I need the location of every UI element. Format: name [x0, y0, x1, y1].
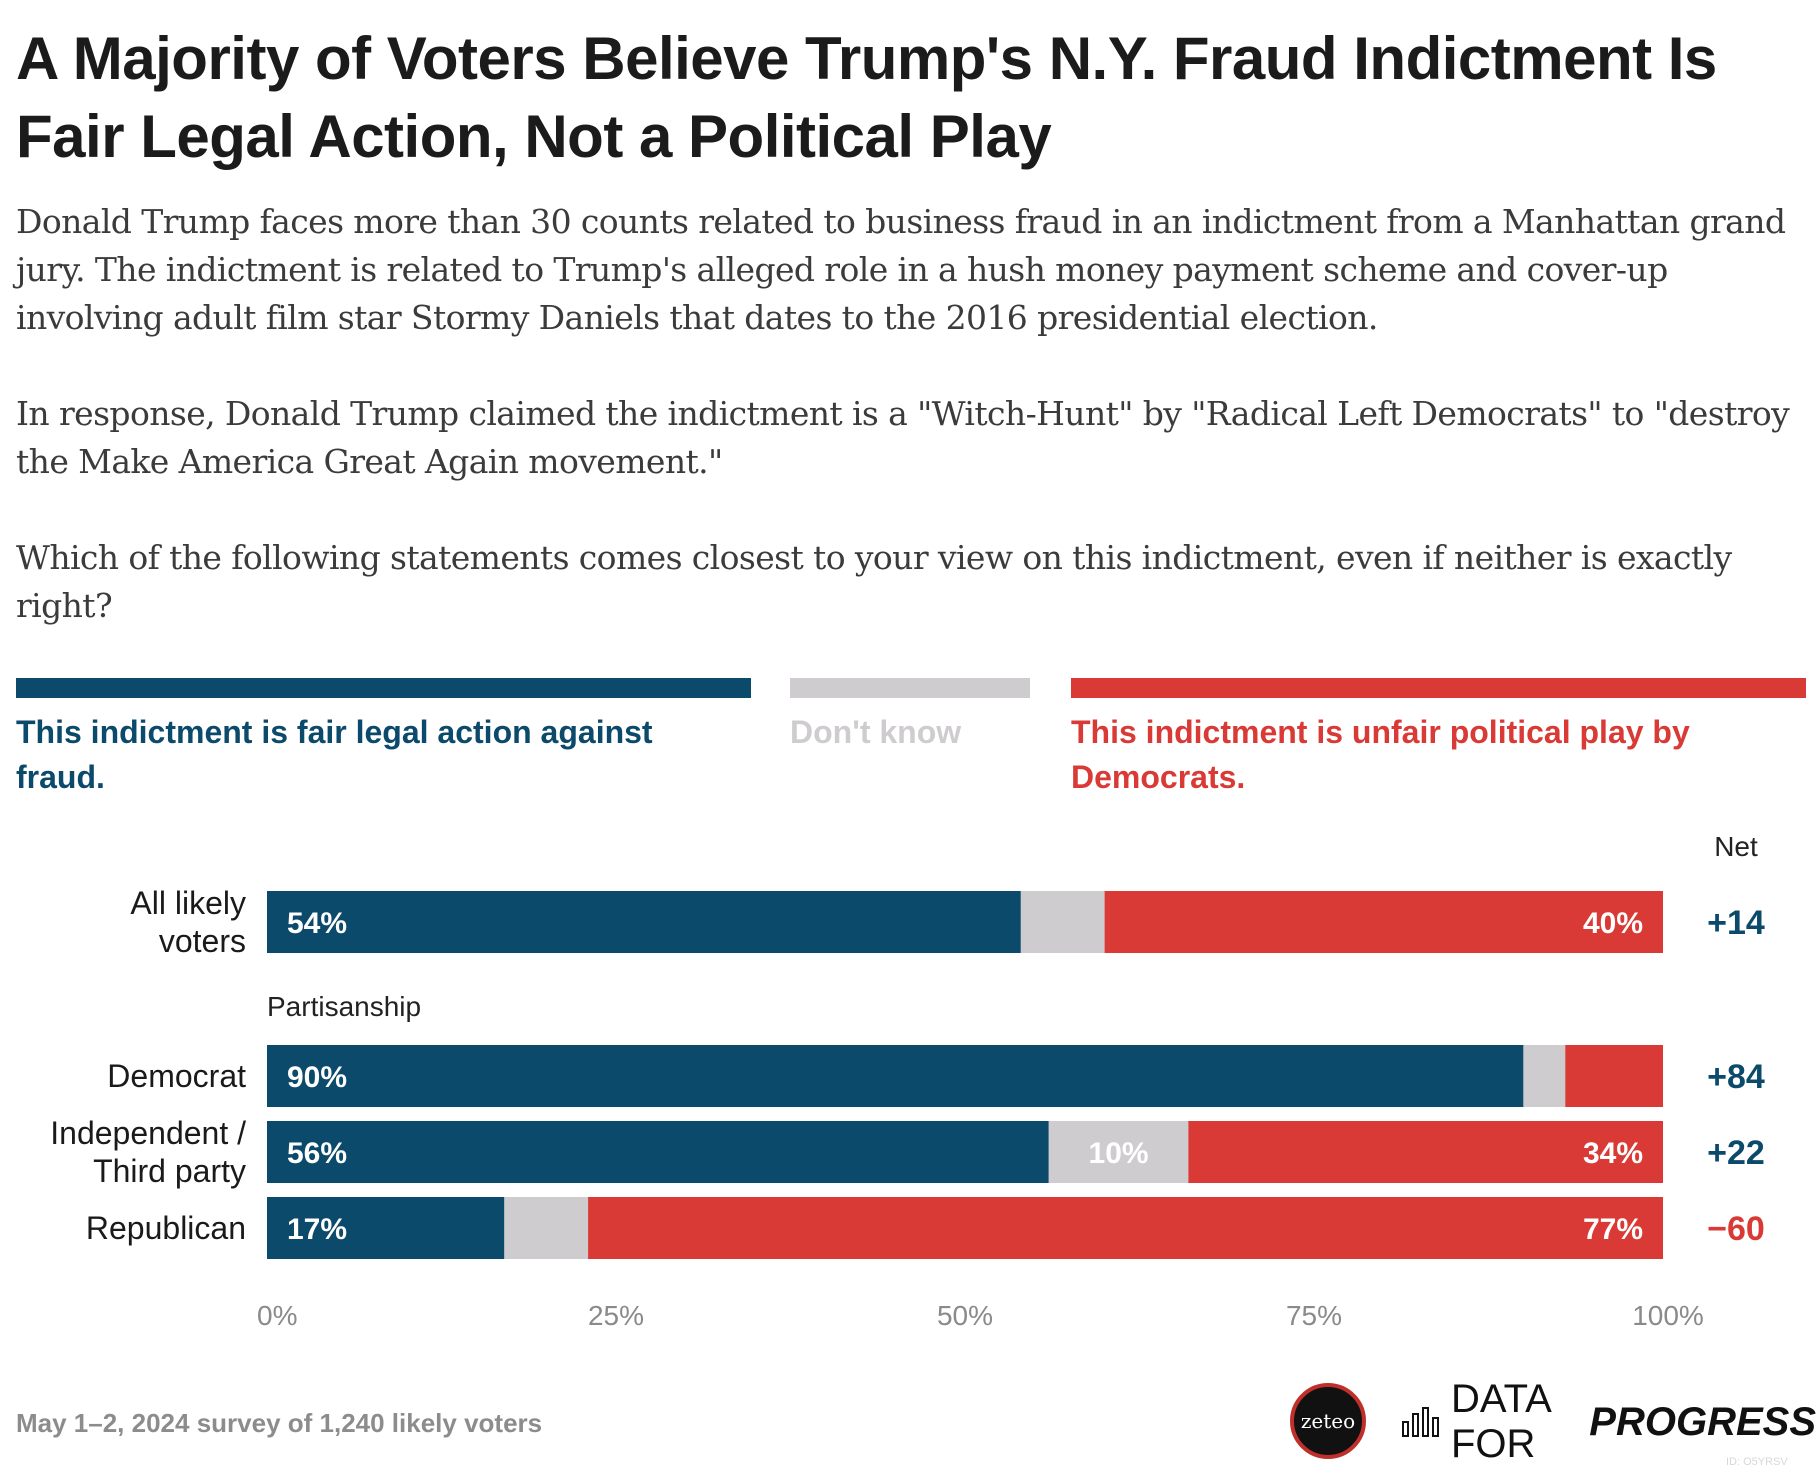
bar-dontknow-all-likely-voters: [1020, 891, 1105, 953]
bar-fair-independent-third-party: [267, 1121, 1049, 1183]
data-for-progress-logo: DATA FOR PROGRESS: [1402, 1377, 1816, 1466]
legend-fair: This indictment is fair legal action aga…: [16, 678, 751, 800]
chart-title: A Majority of Voters Believe Trump's N.Y…: [16, 25, 1717, 170]
bar-chart-icon: [1402, 1407, 1439, 1437]
legend-unfair-swatch: [1071, 678, 1806, 698]
data-label-fair-independent-third-party: 56%: [287, 1137, 347, 1170]
dfp-logo-text-bold: PROGRESS: [1589, 1399, 1816, 1444]
data-label-dontknow-independent-third-party: 10%: [1089, 1137, 1149, 1170]
data-label-unfair-independent-third-party: 34%: [1583, 1137, 1643, 1170]
bar-dontknow-democrat: [1523, 1045, 1566, 1107]
category-label-democrat: Democrat: [107, 1058, 246, 1094]
x-tick-label: 100%: [1632, 1300, 1704, 1331]
net-value-democrat: +84: [1707, 1058, 1765, 1096]
x-tick-label: 25%: [588, 1300, 644, 1331]
category-label-all-likely-voters: All likely voters: [130, 885, 246, 959]
data-label-unfair-all-likely-voters: 40%: [1583, 907, 1643, 940]
data-label-unfair-republican: 77%: [1583, 1213, 1643, 1246]
bar-unfair-democrat: [1565, 1045, 1663, 1107]
legend-unfair: This indictment is unfair political play…: [1071, 678, 1806, 800]
bar-dontknow-independent-third-party: [1048, 1121, 1189, 1183]
bar-fair-democrat: [267, 1045, 1524, 1107]
x-tick-label: 0%: [257, 1300, 297, 1331]
legend-dontknow: Don't know: [790, 678, 1030, 755]
chart-id: ID: O5YRSV: [1726, 1456, 1788, 1468]
stacked-bar-chart: Net Partisanship All likely voters 54% 40% +14…: [50, 831, 1765, 1331]
group-label-partisanship: Partisanship: [267, 991, 421, 1022]
bar-dontknow-republican: [504, 1197, 589, 1259]
x-tick-label: 75%: [1286, 1300, 1342, 1331]
bar-fair-all-likely-voters: [267, 891, 1021, 953]
legend-fair-label: This indictment is fair legal action aga…: [16, 714, 653, 795]
data-label-fair-republican: 17%: [287, 1213, 347, 1246]
x-tick-label: 50%: [937, 1300, 993, 1331]
net-value-all-likely-voters: +14: [1707, 904, 1765, 942]
bar-unfair-all-likely-voters: [1104, 891, 1663, 953]
data-label-fair-democrat: 90%: [287, 1061, 347, 1094]
category-label-independent-third-party: Independent / Third party: [50, 1115, 246, 1189]
bar-unfair-republican: [588, 1197, 1663, 1259]
net-value-independent-third-party: +22: [1707, 1134, 1765, 1172]
bar-unfair-independent-third-party: [1188, 1121, 1663, 1183]
zeteo-logo-text: zeteo: [1300, 1409, 1356, 1433]
subtitle-paragraph-3: Which of the following statements comes …: [16, 538, 1732, 625]
bar-fair-republican: [267, 1197, 505, 1259]
data-label-fair-all-likely-voters: 54%: [287, 907, 347, 940]
zeteo-logo: zeteo: [1290, 1383, 1366, 1459]
legend-fair-swatch: [16, 678, 751, 698]
chart-subtitle: Donald Trump faces more than 30 counts r…: [16, 198, 1806, 678]
dfp-logo-text-light: DATA FOR: [1451, 1377, 1550, 1466]
subtitle-paragraph-2: In response, Donald Trump claimed the in…: [16, 394, 1790, 481]
legend-unfair-label: This indictment is unfair political play…: [1071, 714, 1690, 795]
net-value-republican: −60: [1707, 1210, 1765, 1248]
category-label-republican: Republican: [86, 1210, 246, 1246]
subtitle-paragraph-1: Donald Trump faces more than 30 counts r…: [16, 202, 1786, 337]
legend-dontknow-swatch: [790, 678, 1030, 698]
net-header: Net: [1714, 831, 1758, 862]
legend-dontknow-label: Don't know: [790, 714, 962, 750]
survey-source: May 1–2, 2024 survey of 1,240 likely vot…: [16, 1408, 543, 1438]
